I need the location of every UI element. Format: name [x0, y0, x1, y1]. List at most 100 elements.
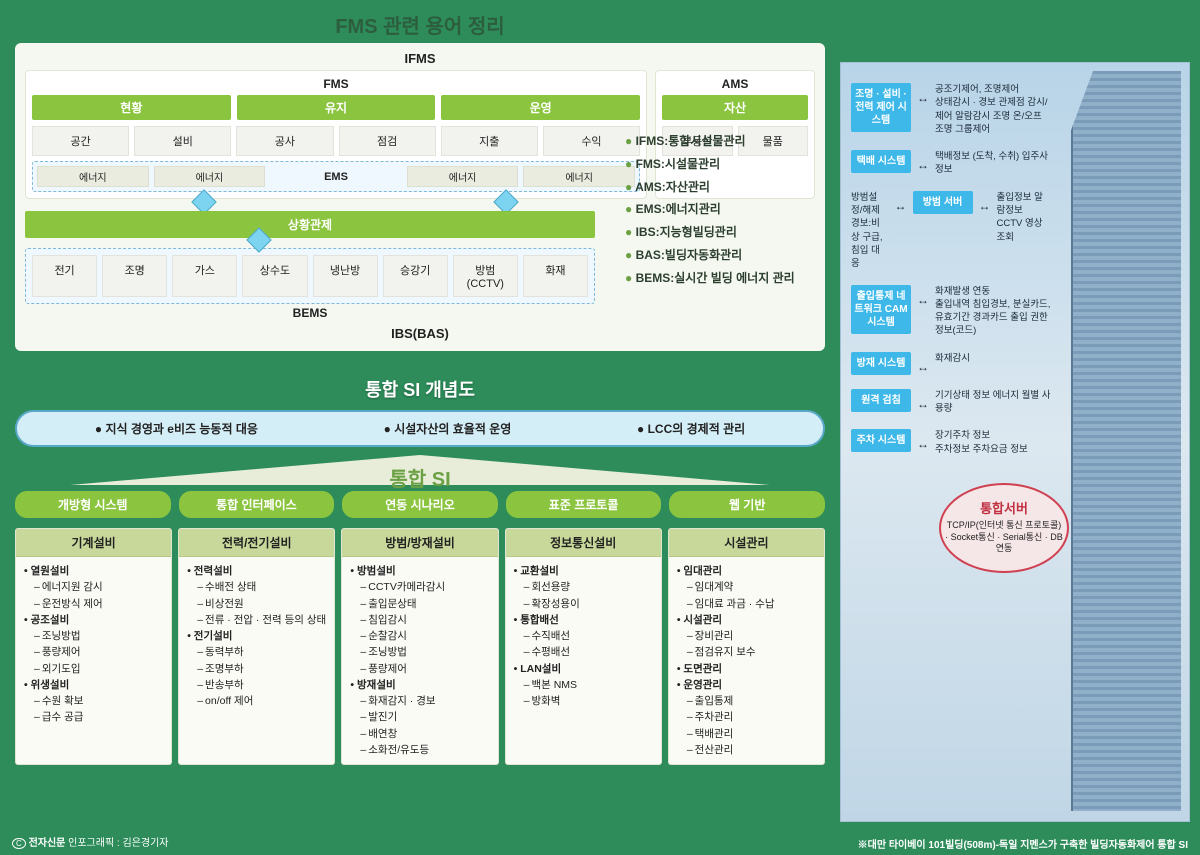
detail-item-head: 방재설비 [350, 677, 489, 693]
detail-column: 방범/방재설비방범설비CCTV카메라감시출입문상태침입감시순찰감시조닝방법풍량제… [341, 528, 498, 765]
detail-item-sub: 장비관리 [677, 628, 816, 644]
detail-item-sub: 반송부하 [187, 677, 326, 693]
bems-cell: 승강기 [383, 255, 448, 297]
system-list: 조명 · 설비 · 전력 제어 시스템↔공조기제어, 조명제어 상태감시 · 경… [851, 83, 1051, 470]
detail-item-sub: 동력부하 [187, 644, 326, 660]
detail-item-sub: 임대료 과금 · 수납 [677, 596, 816, 612]
credit: C 전자신문 인포그래픽 : 김은경기자 [12, 834, 169, 849]
fms-tabs: 현황유지운영 [32, 95, 640, 120]
system-box: 원격 검침 [851, 389, 911, 412]
si-pill-item: LCC의 경제적 관리 [637, 420, 745, 437]
detail-item-sub: 화재감지 · 경보 [350, 693, 489, 709]
detail-item-head: 통합배선 [514, 612, 653, 628]
detail-head: 시설관리 [669, 529, 824, 557]
detail-item-head: 열원설비 [24, 563, 163, 579]
detail-item-sub: 주차관리 [677, 709, 816, 725]
ams-tab: 자산 [662, 95, 808, 120]
system-item: 조명 · 설비 · 전력 제어 시스템↔공조기제어, 조명제어 상태감시 · 경… [851, 83, 1051, 136]
ifms-label: IFMS [25, 51, 815, 66]
system-box: 택배 시스템 [851, 150, 911, 173]
system-item: 주차 시스템 ↔ 장기주차 정보 주차정보 주차요금 정보 [851, 429, 1051, 456]
detail-item-sub: 조명부하 [187, 661, 326, 677]
detail-item-sub: 수원 확보 [24, 693, 163, 709]
detail-item-sub: 출입문상태 [350, 596, 489, 612]
detail-item-sub: 회선용량 [514, 579, 653, 595]
system-pre-desc: 방범설정/해제 경보:비상 구급, 침입 대응 [851, 191, 889, 271]
detail-item-head: 공조설비 [24, 612, 163, 628]
detail-body: 방범설비CCTV카메라감시출입문상태침입감시순찰감시조닝방법풍량제어방재설비화재… [342, 557, 497, 764]
arrow-icon: ↔ [917, 397, 929, 411]
detail-item-sub: 수평배선 [514, 644, 653, 660]
arrow-icon: ↔ [895, 199, 907, 213]
fms-column: FMS 현황유지운영 공간설비공사점검지출수익 에너지 에너지 EMS 에너지 … [25, 70, 647, 199]
detail-item-head: 전기설비 [187, 628, 326, 644]
bems-cell: 가스 [172, 255, 237, 297]
bems-cell: 상수도 [242, 255, 307, 297]
detail-item-sub: 침입감시 [350, 612, 489, 628]
detail-item-head: LAN설비 [514, 661, 653, 677]
system-item: 방재 시스템↔화재감시 [851, 352, 1051, 375]
detail-column: 정보통신설비교환설비회선용량확장성용이통합배선수직배선수평배선LAN설비백본 N… [505, 528, 662, 765]
si-pill: 지식 경영과 e비즈 능동적 대응시설자산의 효율적 운영LCC의 경제적 관리 [15, 410, 825, 447]
system-box: 주차 시스템 [851, 429, 911, 452]
detail-column: 시설관리임대관리임대계약임대료 과금 · 수납시설관리장비관리점검유지 보수도면… [668, 528, 825, 765]
detail-item-sub: 풍량제어 [24, 644, 163, 660]
fms-tab: 운영 [441, 95, 640, 120]
detail-body: 전력설비수배전 상태비상전원전류 · 전압 · 전력 등의 상태전기설비동력부하… [179, 557, 334, 715]
fms-cell: 설비 [134, 126, 231, 156]
bems-cell: 조명 [102, 255, 167, 297]
legend-item: IFMS:통합시설물관리 [625, 130, 825, 153]
arrow-icon: ↔ [917, 158, 929, 172]
bems-cell: 화재 [523, 255, 588, 297]
legend-item: AMS:자산관리 [625, 176, 825, 199]
ems-row: 에너지 에너지 EMS 에너지 에너지 [32, 161, 640, 192]
detail-item-head: 임대관리 [677, 563, 816, 579]
ems-cell: 에너지 [407, 166, 519, 187]
green-pill: 표준 프로토콜 [506, 491, 662, 518]
detail-item-sub: 운전방식 제어 [24, 596, 163, 612]
detail-item-head: 시설관리 [677, 612, 816, 628]
detail-item-sub: 수직배선 [514, 628, 653, 644]
legend-item: BEMS:실시간 빌딩 에너지 관리 [625, 267, 825, 290]
detail-item-sub: 출입통제 [677, 693, 816, 709]
detail-head: 전력/전기설비 [179, 529, 334, 557]
detail-item-sub: 에너지원 감시 [24, 579, 163, 595]
detail-item-sub: 순찰감시 [350, 628, 489, 644]
server-body: TCP/IP(인터넷 통신 프로토콜) · Socket통신 · Serial통… [945, 520, 1063, 555]
green-pill: 연동 시나리오 [342, 491, 498, 518]
detail-item-sub: 수배전 상태 [187, 579, 326, 595]
ems-cell: 에너지 [37, 166, 149, 187]
system-box: 출입통제 네트워크 CAM 시스템 [851, 285, 911, 334]
system-desc: 장기주차 정보 주차정보 주차요금 정보 [935, 429, 1028, 456]
si-title: 통합 SI 개념도 [15, 376, 825, 402]
fms-tab: 유지 [237, 95, 436, 120]
detail-item-sub: 임대계약 [677, 579, 816, 595]
detail-item-sub: 발진기 [350, 709, 489, 725]
detail-body: 열원설비에너지원 감시운전방식 제어공조설비조닝방법풍량제어외기도입위생설비수원… [16, 557, 171, 732]
building-graphic [1071, 71, 1181, 811]
footnote: ※대만 타이베이 101빌딩(508m)-독일 지멘스가 구축한 빌딩자동화제어… [858, 836, 1188, 851]
bems-label: BEMS [25, 306, 595, 320]
detail-item-sub: 백본 NMS [514, 677, 653, 693]
detail-head: 방범/방재설비 [342, 529, 497, 557]
detail-item-sub: 전류 · 전압 · 전력 등의 상태 [187, 612, 326, 628]
arrow-icon: ↔ [979, 199, 991, 213]
si-arrow-label: 통합 SI [389, 463, 450, 492]
detail-item-sub: 소화전/유도등 [350, 742, 489, 758]
system-desc: 화재발생 연동 출입내역 침입경보, 분실카드, 유효기간 경과카드 출입 권한… [935, 285, 1051, 338]
detail-item-sub: 점검유지 보수 [677, 644, 816, 660]
bems-cell: 냉난방 [313, 255, 378, 297]
green-pill: 웹 기반 [669, 491, 825, 518]
credit-author: 인포그래픽 : 김은경기자 [65, 838, 168, 849]
si-pill-item: 지식 경영과 e비즈 능동적 대응 [95, 420, 258, 437]
fms-tab: 현황 [32, 95, 231, 120]
detail-column: 전력/전기설비전력설비수배전 상태비상전원전류 · 전압 · 전력 등의 상태전… [178, 528, 335, 765]
detail-item-sub: 급수 공급 [24, 709, 163, 725]
detail-item-sub: 외기도입 [24, 661, 163, 677]
legend-item: IBS:지능형빌딩관리 [625, 221, 825, 244]
system-item: 출입통제 네트워크 CAM 시스템↔화재발생 연동 출입내역 침입경보, 분실카… [851, 285, 1051, 338]
arrow-icon: ↔ [917, 437, 929, 451]
detail-body: 임대관리임대계약임대료 과금 · 수납시설관리장비관리점검유지 보수도면관리운영… [669, 557, 824, 764]
system-item: 방범설정/해제 경보:비상 구급, 침입 대응↔방범 서버↔출입정보 알람정보 … [851, 191, 1051, 271]
system-box: 방재 시스템 [851, 352, 911, 375]
